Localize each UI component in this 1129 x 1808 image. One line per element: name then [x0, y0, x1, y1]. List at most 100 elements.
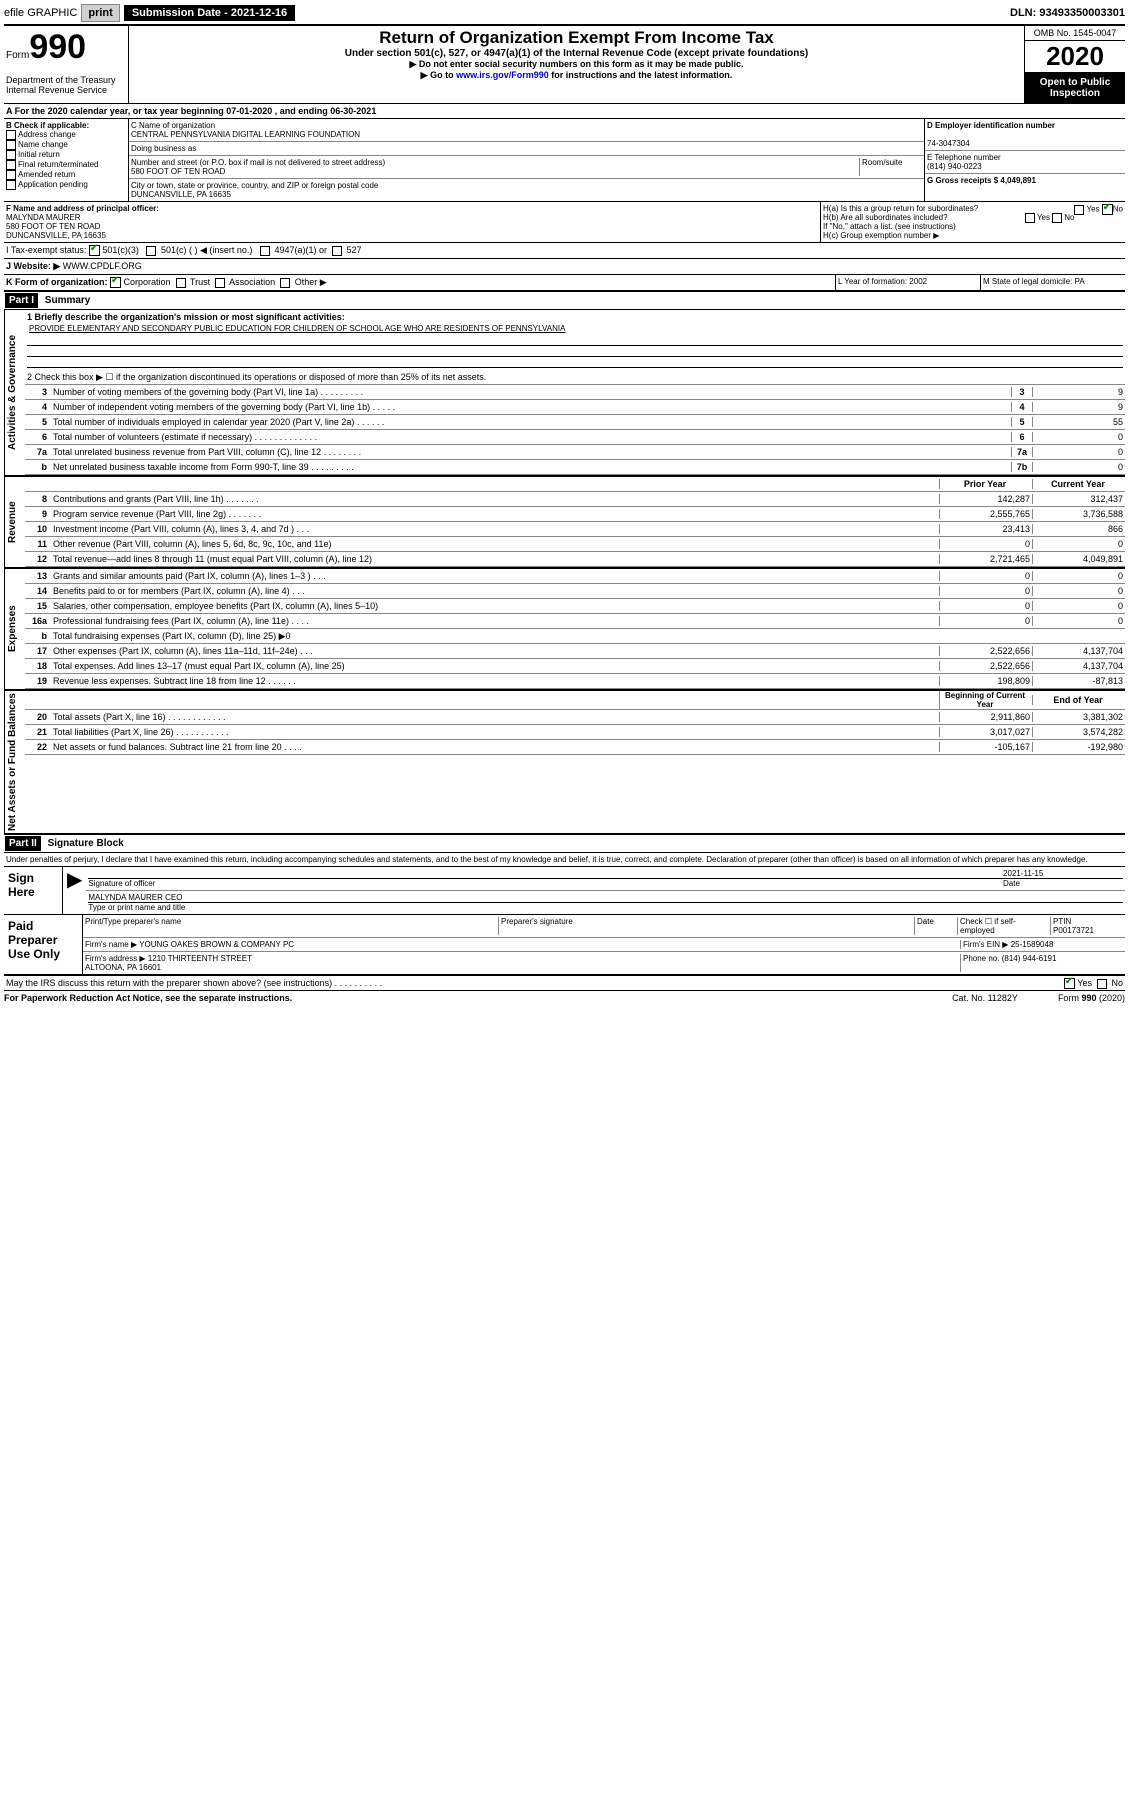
firm-ein: 25-1589048	[1011, 940, 1054, 949]
goto-pre: ▶ Go to	[421, 70, 456, 80]
q2-row: 2 Check this box ▶ ☐ if the organization…	[25, 370, 1125, 385]
chk-ha-no[interactable]	[1102, 204, 1113, 215]
row-prior: 198,809	[939, 676, 1032, 686]
row-current: 0	[1032, 586, 1125, 596]
firm-addr-label: Firm's address ▶	[85, 954, 146, 963]
row-val: 9	[1032, 402, 1125, 412]
form-title: Return of Organization Exempt From Incom…	[131, 28, 1022, 48]
row-prior: 0	[939, 616, 1032, 626]
chk-initial[interactable]	[6, 150, 16, 160]
chk-pending[interactable]	[6, 180, 16, 190]
addr-label: Number and street (or P.O. box if mail i…	[131, 158, 385, 167]
row-desc: Number of independent voting members of …	[51, 402, 1011, 412]
row-num: 9	[25, 509, 51, 519]
lbl-pending: Application pending	[18, 180, 88, 189]
row-val: 0	[1032, 447, 1125, 457]
year-box: OMB No. 1545-0047 2020 Open to Public In…	[1025, 26, 1125, 103]
gross-receipts: G Gross receipts $ 4,049,891	[927, 176, 1036, 185]
self-employed-label: Check ☐ if self-employed	[958, 917, 1051, 935]
chk-other[interactable]	[280, 278, 290, 288]
chk-ha-yes[interactable]	[1074, 205, 1084, 215]
website-label: J Website: ▶	[6, 261, 60, 271]
row-desc: Grants and similar amounts paid (Part IX…	[51, 571, 939, 581]
sig-officer-row: Signature of officer 2021-11-15Date	[86, 867, 1125, 891]
ha-no: No	[1113, 205, 1123, 214]
row-prior: 2,522,656	[939, 661, 1032, 671]
row-desc: Net unrelated business taxable income fr…	[51, 462, 1011, 472]
row-num: 5	[25, 417, 51, 427]
te-label: I Tax-exempt status:	[6, 245, 86, 255]
city-cell: City or town, state or province, country…	[129, 179, 924, 201]
row-ref: 3	[1011, 387, 1032, 397]
chk-501c3[interactable]	[89, 245, 100, 256]
part1-tag: Part I	[5, 293, 38, 308]
chk-assoc[interactable]	[215, 278, 225, 288]
chk-name[interactable]	[6, 140, 16, 150]
pra-notice: For Paperwork Reduction Act Notice, see …	[4, 993, 292, 1003]
end-year-hdr: End of Year	[1032, 695, 1125, 705]
box-m: M State of legal domicile: PA	[981, 275, 1125, 290]
firm-ein-label: Firm's EIN ▶	[963, 940, 1008, 949]
prep-row3: Firm's address ▶ 1210 THIRTEENTH STREET …	[83, 952, 1125, 974]
box-de: D Employer identification number 74-3047…	[925, 119, 1125, 201]
chk-discuss-yes[interactable]	[1064, 978, 1075, 989]
chk-501c[interactable]	[146, 246, 156, 256]
chk-hb-no[interactable]	[1052, 213, 1062, 223]
prep-row1: Print/Type preparer's name Preparer's si…	[83, 915, 1125, 938]
lbl-final: Final return/terminated	[18, 160, 98, 169]
prep-date-label: Date	[915, 917, 958, 935]
row-val: 0	[1032, 462, 1125, 472]
te-4947: 4947(a)(1) or	[274, 245, 327, 255]
goto-post: for instructions and the latest informat…	[549, 70, 733, 80]
chk-amended[interactable]	[6, 170, 16, 180]
org-name-label: C Name of organization	[131, 121, 215, 130]
row-desc: Total number of individuals employed in …	[51, 417, 1011, 427]
row-current: -87,813	[1032, 676, 1125, 686]
row-prior: 2,522,656	[939, 646, 1032, 656]
chk-discuss-no[interactable]	[1097, 979, 1107, 989]
row-current: 312,437	[1032, 494, 1125, 504]
firm-name: YOUNG OAKES BROWN & COMPANY PC	[139, 940, 294, 949]
part2-header: Part II Signature Block	[4, 835, 1125, 853]
cat-no: Cat. No. 11282Y	[952, 993, 1018, 1003]
sign-here-label: Sign Here	[4, 867, 63, 914]
discuss-no: No	[1111, 978, 1123, 988]
print-button[interactable]: print	[81, 4, 119, 22]
chk-527[interactable]	[332, 246, 342, 256]
revenue-block: Revenue Prior Year Current Year 8 Contri…	[4, 477, 1125, 569]
lbl-address-change: Address change	[18, 130, 76, 139]
hb-note: If "No," attach a list. (see instruction…	[823, 222, 1123, 231]
box-c: C Name of organization CENTRAL PENNSYLVA…	[129, 119, 925, 201]
mission-text: PROVIDE ELEMENTARY AND SECONDARY PUBLIC …	[27, 322, 1123, 335]
row-current: 0	[1032, 616, 1125, 626]
row-desc: Net assets or fund balances. Subtract li…	[51, 742, 939, 752]
sign-here-block: Sign Here ▶ Signature of officer 2021-11…	[4, 867, 1125, 915]
exp-body: 13 Grants and similar amounts paid (Part…	[25, 569, 1125, 689]
row-num: 7a	[25, 447, 51, 457]
row-desc: Total liabilities (Part X, line 26) . . …	[51, 727, 939, 737]
chk-corp[interactable]	[110, 277, 121, 288]
row-val: 9	[1032, 387, 1125, 397]
irs-link[interactable]: www.irs.gov/Form990	[456, 70, 549, 80]
row-desc: Total unrelated business revenue from Pa…	[51, 447, 1011, 457]
table-row: b Total fundraising expenses (Part IX, c…	[25, 629, 1125, 644]
dln-label: DLN: 93493350003301	[1010, 7, 1125, 19]
chk-final[interactable]	[6, 160, 16, 170]
prep-row2: Firm's name ▶ YOUNG OAKES BROWN & COMPAN…	[83, 938, 1125, 952]
form-number-box: Form990 Department of the Treasury Inter…	[4, 26, 129, 103]
row-current: 4,049,891	[1032, 554, 1125, 564]
firm-name-label: Firm's name ▶	[85, 940, 137, 949]
k-other: Other ▶	[295, 277, 327, 287]
website-value: WWW.CPDLF.ORG	[63, 261, 142, 271]
chk-trust[interactable]	[176, 278, 186, 288]
tax-exempt-row: I Tax-exempt status: 501(c)(3) 501(c) ( …	[4, 243, 1125, 259]
table-row: 16a Professional fundraising fees (Part …	[25, 614, 1125, 629]
row-ref: 6	[1011, 432, 1032, 442]
chk-address[interactable]	[6, 130, 16, 140]
chk-4947[interactable]	[260, 246, 270, 256]
q1-label: 1 Briefly describe the organization's mi…	[27, 312, 345, 322]
box-h: H(a) Is this a group return for subordin…	[821, 202, 1125, 242]
row-desc: Contributions and grants (Part VIII, lin…	[51, 494, 939, 504]
row-prior: 0	[939, 601, 1032, 611]
chk-hb-yes[interactable]	[1025, 213, 1035, 223]
